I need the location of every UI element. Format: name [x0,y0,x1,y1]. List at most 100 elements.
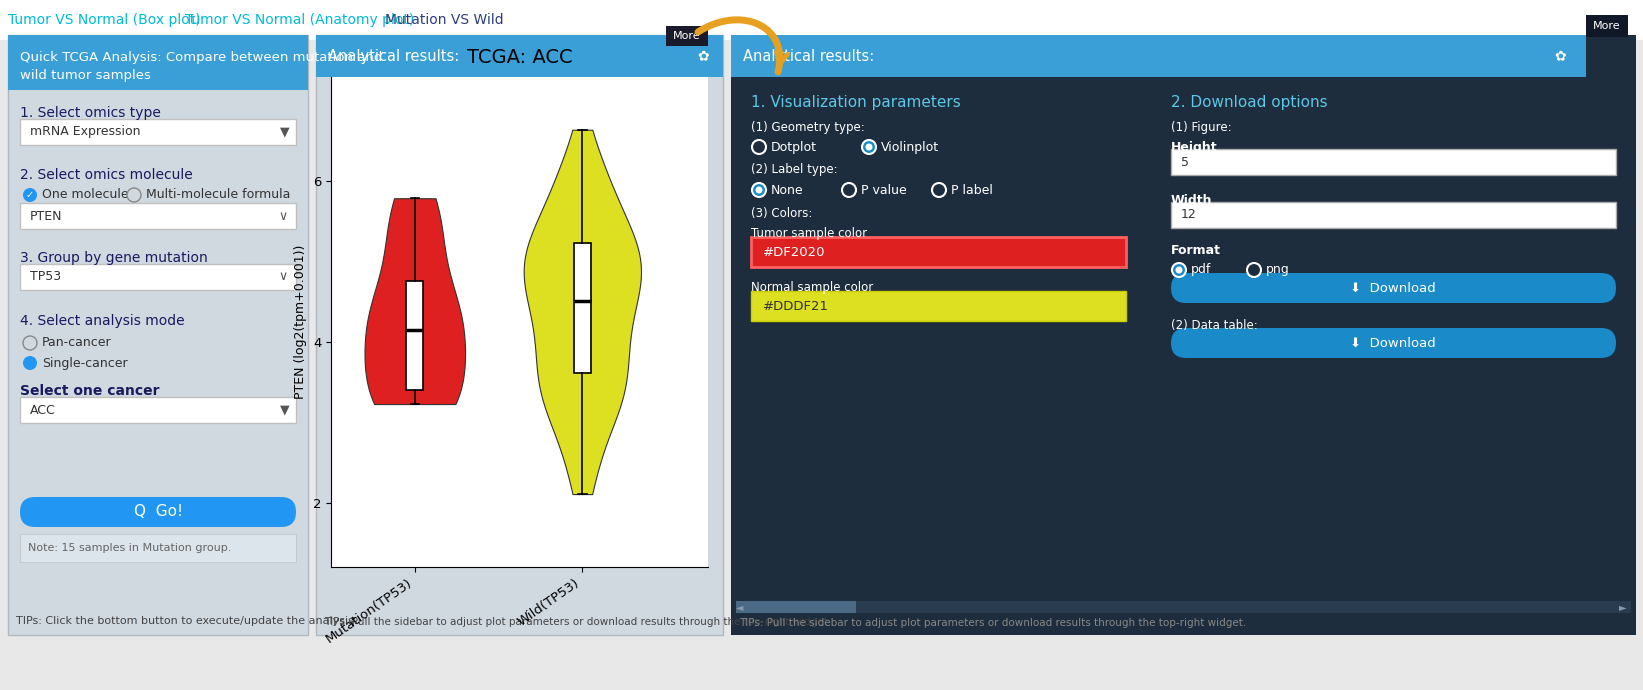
Text: ✿: ✿ [697,49,708,63]
PathPatch shape [406,282,424,390]
Text: ►: ► [1618,602,1627,612]
Text: 4. Select analysis mode: 4. Select analysis mode [20,314,184,328]
Text: Height: Height [1171,141,1217,153]
FancyBboxPatch shape [1171,328,1617,358]
Circle shape [127,188,141,202]
Bar [1585,15,1628,37]
Bar [20,203,296,229]
Text: ◄: ◄ [736,602,744,612]
Text: (1) Geometry type:: (1) Geometry type: [751,121,864,133]
Bar [20,534,296,562]
Bar [751,291,1125,321]
Text: 5: 5 [1181,155,1190,168]
FancyBboxPatch shape [1171,273,1617,303]
Text: Dotplot: Dotplot [771,141,817,153]
Circle shape [23,336,38,350]
Text: Violinplot: Violinplot [881,141,940,153]
PathPatch shape [573,243,591,373]
Text: Analytical results:: Analytical results: [743,48,874,63]
Text: wild tumor samples: wild tumor samples [20,68,151,81]
Circle shape [752,183,766,197]
Bar [20,264,296,290]
Text: mRNA Expression: mRNA Expression [30,126,141,139]
Text: More: More [674,31,702,41]
Bar [731,35,1585,77]
Text: ∨: ∨ [278,210,288,222]
Text: (1) Figure:: (1) Figure: [1171,121,1232,133]
Text: Tumor VS Normal (Anatomy plot): Tumor VS Normal (Anatomy plot) [186,13,414,27]
Y-axis label: PTEN (log2(tpm+0.001)): PTEN (log2(tpm+0.001)) [294,245,307,400]
Text: TIPs: Pull the sidebar to adjust plot parameters or download results through the: TIPs: Pull the sidebar to adjust plot pa… [324,617,831,627]
Text: 2. Select omics molecule: 2. Select omics molecule [20,168,192,182]
Text: Tumor sample color: Tumor sample color [751,226,868,239]
Text: 3. Group by gene mutation: 3. Group by gene mutation [20,251,207,265]
FancyBboxPatch shape [20,497,296,527]
Text: ✓: ✓ [26,190,35,200]
Text: PTEN: PTEN [30,210,62,222]
Circle shape [841,183,856,197]
Text: ▼: ▼ [279,404,289,417]
Bar [0,0,1643,40]
Text: Normal sample color: Normal sample color [751,281,872,293]
Text: TIPs: Pull the sidebar to adjust plot parameters or download results through the: TIPs: Pull the sidebar to adjust plot pa… [739,618,1247,628]
Text: P label: P label [951,184,992,197]
Text: (2) Data table:: (2) Data table: [1171,319,1259,331]
Text: Mutation VS Wild: Mutation VS Wild [384,13,504,27]
Text: ACC: ACC [30,404,56,417]
Circle shape [1171,263,1186,277]
Circle shape [23,188,38,202]
Text: One molecule: One molecule [43,188,128,201]
Text: #DDDF21: #DDDF21 [762,299,830,313]
Text: Tumor VS Normal (Box plot): Tumor VS Normal (Box plot) [8,13,200,27]
Text: TP53: TP53 [30,270,61,284]
Bar [8,35,307,90]
Text: ⬇  Download: ⬇ Download [1351,337,1436,350]
Circle shape [752,140,766,154]
Bar [20,119,296,145]
Bar [731,35,1636,635]
Text: (2) Label type:: (2) Label type: [751,164,838,177]
Bar [20,397,296,423]
Text: ▼: ▼ [279,126,289,139]
Text: 1. Select omics type: 1. Select omics type [20,106,161,120]
Text: P value: P value [861,184,907,197]
Text: ✿: ✿ [1554,49,1566,63]
Text: More: More [1594,21,1620,31]
Text: Format: Format [1171,244,1221,257]
Bar [736,601,856,613]
Bar [1536,35,1585,77]
Text: #DF2020: #DF2020 [762,246,825,259]
Text: Quick TCGA Analysis: Compare between mutation and: Quick TCGA Analysis: Compare between mut… [20,50,383,63]
Text: Select one cancer: Select one cancer [20,384,159,398]
Bar [330,77,708,567]
Text: 1. Visualization parameters: 1. Visualization parameters [751,95,961,110]
Text: None: None [771,184,803,197]
Circle shape [756,186,762,193]
Text: Single-cancer: Single-cancer [43,357,128,370]
Text: Analytical results:: Analytical results: [329,48,460,63]
Circle shape [863,140,876,154]
Circle shape [932,183,946,197]
Text: (3) Colors:: (3) Colors: [751,206,812,219]
Text: Pan-cancer: Pan-cancer [43,337,112,350]
Bar [315,35,723,635]
Text: Note: 15 samples in Mutation group.: Note: 15 samples in Mutation group. [28,543,232,553]
Bar [665,26,708,46]
Bar [8,35,307,635]
Text: Q  Go!: Q Go! [133,504,182,520]
Circle shape [1247,263,1260,277]
Text: ∨: ∨ [278,270,288,284]
Bar [315,35,723,77]
Text: TIPs: Click the bottom button to execute/update the analysis.: TIPs: Click the bottom button to execute… [16,616,358,626]
Text: Multi-molecule formula: Multi-molecule formula [146,188,291,201]
Text: 2. Download options: 2. Download options [1171,95,1328,110]
Text: ⬇  Download: ⬇ Download [1351,282,1436,295]
Bar [751,237,1125,267]
Circle shape [23,356,38,370]
Bar [1171,202,1617,228]
Text: Width: Width [1171,193,1213,206]
Text: 12: 12 [1181,208,1196,221]
Text: png: png [1267,264,1290,277]
Bar [1171,149,1617,175]
Title: TCGA: ACC: TCGA: ACC [467,48,572,67]
